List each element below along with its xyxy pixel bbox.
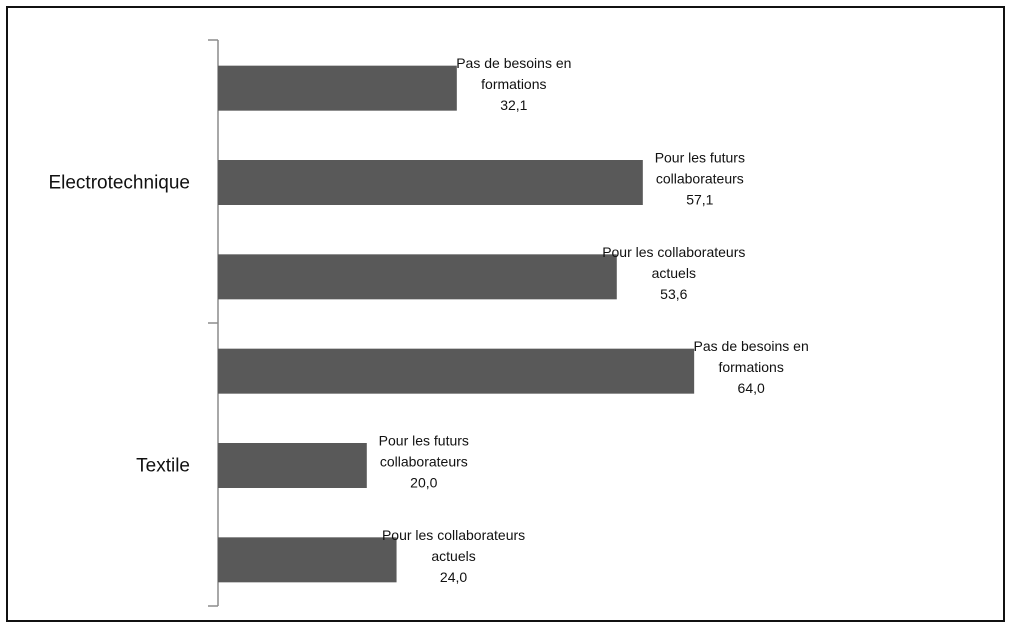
bar-category-label: formations — [481, 76, 546, 92]
bar — [218, 65, 457, 111]
bar — [218, 254, 617, 300]
bar — [218, 443, 367, 488]
bar-category-label: Pour les collaborateurs — [382, 527, 525, 543]
group-label: Electrotechnique — [48, 173, 190, 194]
bar-data-label: Pour les futurs collaborateurs 20,0 — [379, 433, 469, 491]
bar-category-label: collaborateurs — [656, 171, 744, 187]
bar-data-label: Pour les futurs collaborateurs 57,1 — [655, 150, 745, 208]
bar-category-label: formations — [718, 359, 783, 375]
bar-category-label: actuels — [652, 265, 696, 281]
bar-category-label: Pas de besoins en — [456, 55, 571, 71]
bar-value-label: 57,1 — [686, 192, 713, 208]
bar-data-label: Pour les collaborateurs actuels 53,6 — [602, 244, 745, 302]
bar-category-label: actuels — [431, 548, 475, 564]
bar-category-label: collaborateurs — [380, 454, 468, 470]
bar-data-label: Pas de besoins en formations 32,1 — [456, 55, 571, 113]
bar-value-label: 24,0 — [440, 569, 467, 585]
bar — [218, 537, 397, 583]
bar-data-label: Pas de besoins en formations 64,0 — [694, 338, 809, 396]
bar-category-label: Pour les futurs — [655, 150, 745, 166]
chart-frame — [6, 6, 1005, 622]
bar-value-label: 64,0 — [738, 380, 765, 396]
bar-data-label: Pour les collaborateurs actuels 24,0 — [382, 527, 525, 585]
bar-category-label: Pas de besoins en — [694, 338, 809, 354]
bar — [218, 160, 643, 205]
bar-value-label: 53,6 — [660, 286, 687, 302]
bar-category-label: Pour les collaborateurs — [602, 244, 745, 260]
bar-category-label: Pour les futurs — [379, 433, 469, 449]
bar-value-label: 20,0 — [410, 475, 437, 491]
bar — [218, 348, 695, 394]
bar-value-label: 32,1 — [500, 97, 527, 113]
group-label: Textile — [136, 456, 190, 477]
